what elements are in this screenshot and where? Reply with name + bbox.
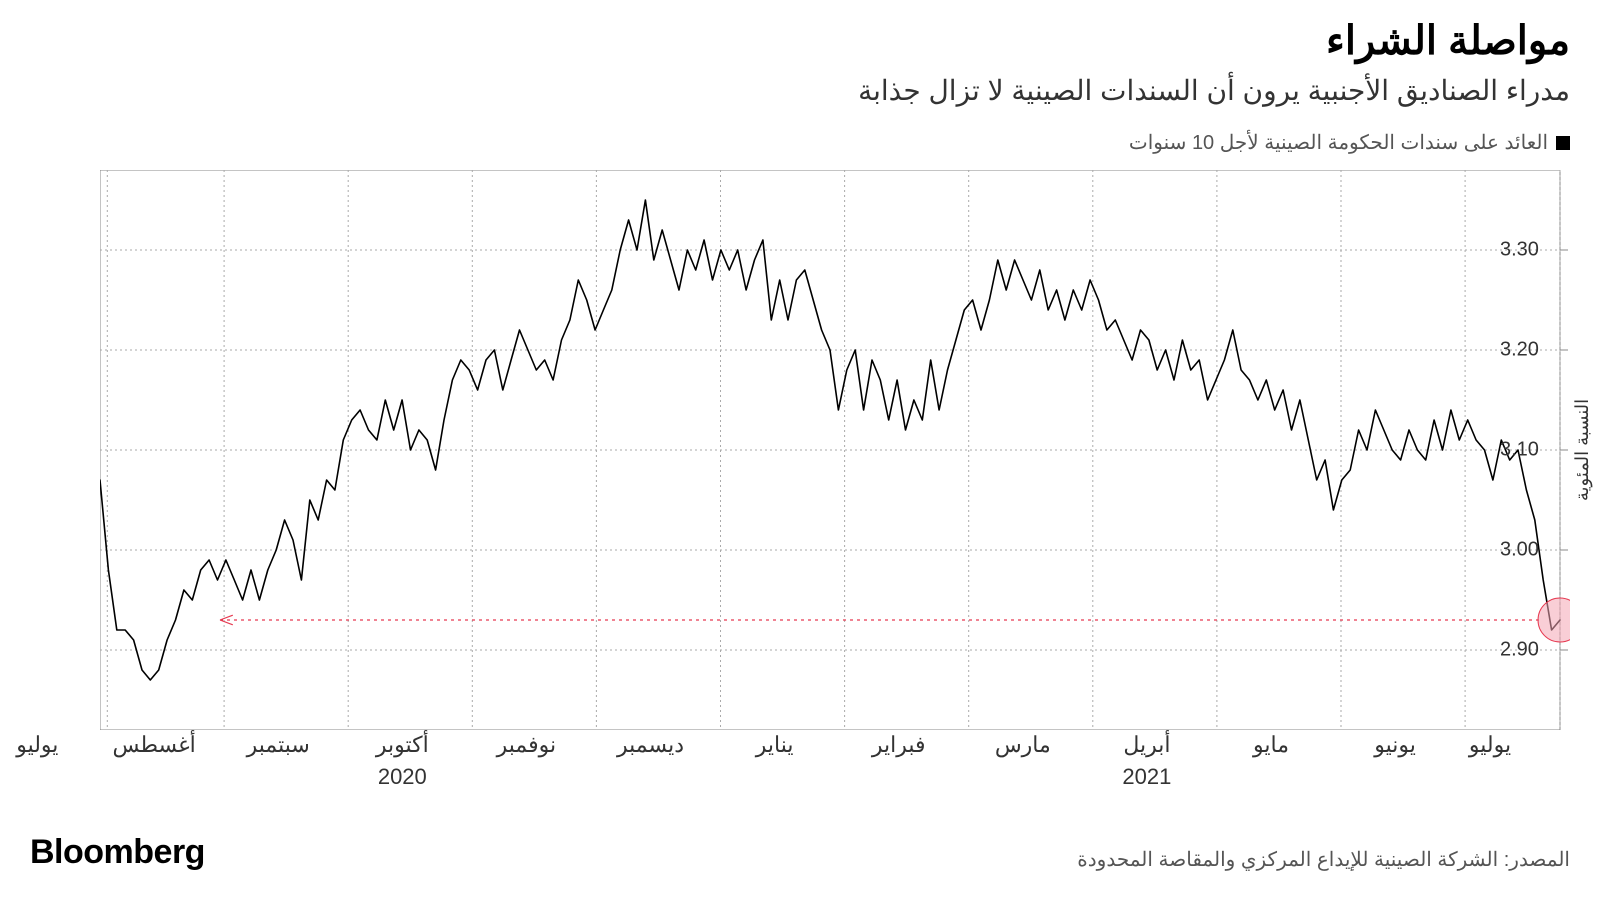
x-axis-year-labels: 2020 2021	[30, 764, 1490, 792]
y-axis-title: النسبة المئوية	[1572, 399, 1593, 501]
legend-swatch	[1556, 136, 1570, 150]
x-tick-label: فبراير	[872, 732, 926, 758]
x-tick-label: يناير	[756, 732, 794, 758]
y-tick-label: 3.00	[1500, 539, 1539, 562]
legend: العائد على سندات الحكومة الصينية لأجل 10…	[1129, 130, 1570, 155]
x-tick-label: يوليو	[16, 732, 58, 758]
chart-plot	[30, 170, 1570, 730]
x-tick-label: مارس	[995, 732, 1051, 758]
y-tick-label: 2.90	[1500, 639, 1539, 662]
source-text: المصدر: الشركة الصينية للإيداع المركزي و…	[1077, 847, 1570, 872]
x-tick-label: مايو	[1253, 732, 1289, 758]
y-axis-ticks: 2.90 3.00 3.10 3.20 3.30	[1500, 170, 1570, 730]
x-tick-label: أغسطس	[112, 732, 195, 758]
x-tick-label: ديسمبر	[617, 732, 684, 758]
y-tick-label: 3.20	[1500, 339, 1539, 362]
chart-subtitle: مدراء الصناديق الأجنبية يرون أن السندات …	[858, 74, 1570, 107]
x-tick-label: نوفمبر	[497, 732, 557, 758]
x-tick-label: يونيو	[1374, 732, 1416, 758]
x-tick-label: سبتمبر	[247, 732, 310, 758]
x-tick-label: أكتوبر	[376, 732, 429, 758]
x-tick-label: يوليو	[1469, 732, 1511, 758]
brand-logo: Bloomberg	[30, 833, 205, 872]
year-label: 2020	[378, 764, 427, 790]
legend-label: العائد على سندات الحكومة الصينية لأجل 10…	[1129, 130, 1548, 155]
y-tick-label: 3.10	[1500, 439, 1539, 462]
year-label: 2021	[1122, 764, 1171, 790]
x-axis-ticks: يوليوأغسطسسبتمبرأكتوبرنوفمبرديسمبرينايرف…	[30, 732, 1490, 762]
chart-title: مواصلة الشراء	[1326, 18, 1570, 64]
x-tick-label: أبريل	[1123, 732, 1170, 758]
y-tick-label: 3.30	[1500, 239, 1539, 262]
